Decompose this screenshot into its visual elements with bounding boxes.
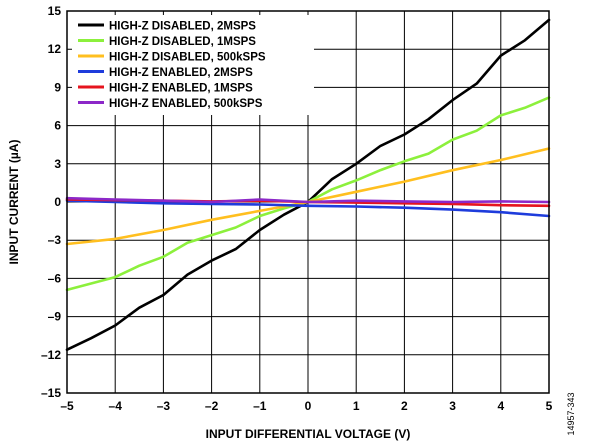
y-tick-label: 0	[54, 195, 61, 209]
y-tick-labels: –15 –12 –9 –6 –3 0 3 6 9 12 15	[41, 4, 61, 400]
x-tick-label: –2	[205, 399, 219, 413]
legend-label: HIGH-Z ENABLED, 500kSPS	[109, 98, 263, 110]
series-line	[65, 196, 551, 204]
y-tick-label: 6	[54, 119, 61, 133]
y-tick-label: 12	[48, 42, 62, 56]
x-tick-label: 4	[497, 399, 504, 413]
x-tick-label: –4	[109, 399, 123, 413]
y-tick-label: –12	[41, 348, 61, 362]
x-tick-labels: –5 –4 –3 –2 –1 0 1 2 3 4 5	[60, 399, 552, 413]
legend-label: HIGH-Z ENABLED, 2MSPS	[109, 67, 253, 79]
x-axis-title: INPUT DIFFERENTIAL VOLTAGE (V)	[206, 427, 411, 441]
x-tick-label: 0	[305, 399, 312, 413]
y-tick-label: 9	[54, 80, 61, 94]
y-tick-label: –3	[48, 233, 62, 247]
legend-background	[72, 15, 314, 115]
x-tick-label: –3	[157, 399, 171, 413]
x-tick-label: 2	[401, 399, 408, 413]
y-tick-label: –6	[48, 271, 62, 285]
legend-label: HIGH-Z DISABLED, 2MSPS	[109, 21, 256, 33]
y-tick-label: –15	[41, 386, 61, 400]
y-tick-label: 3	[54, 157, 61, 171]
series-line	[65, 199, 551, 218]
legend: HIGH-Z DISABLED, 2MSPS HIGH-Z DISABLED, 1…	[72, 15, 314, 115]
legend-label: HIGH-Z DISABLED, 500kSPS	[109, 52, 266, 64]
x-tick-label: 3	[449, 399, 456, 413]
x-tick-label: –1	[253, 399, 267, 413]
x-tick-label: 5	[546, 399, 553, 413]
series-lines	[65, 18, 551, 352]
legend-label: HIGH-Z ENABLED, 1MSPS	[109, 83, 253, 95]
x-tick-label: –5	[60, 399, 74, 413]
y-axis-title: INPUT CURRENT (µA)	[7, 140, 21, 265]
legend-label: HIGH-Z DISABLED, 1MSPS	[109, 36, 256, 48]
x-tick-label: 1	[353, 399, 360, 413]
figure-id: 14957-343	[566, 392, 576, 435]
y-tick-label: –9	[48, 310, 62, 324]
plot-frame	[66, 10, 550, 394]
y-tick-label: 15	[48, 4, 62, 18]
